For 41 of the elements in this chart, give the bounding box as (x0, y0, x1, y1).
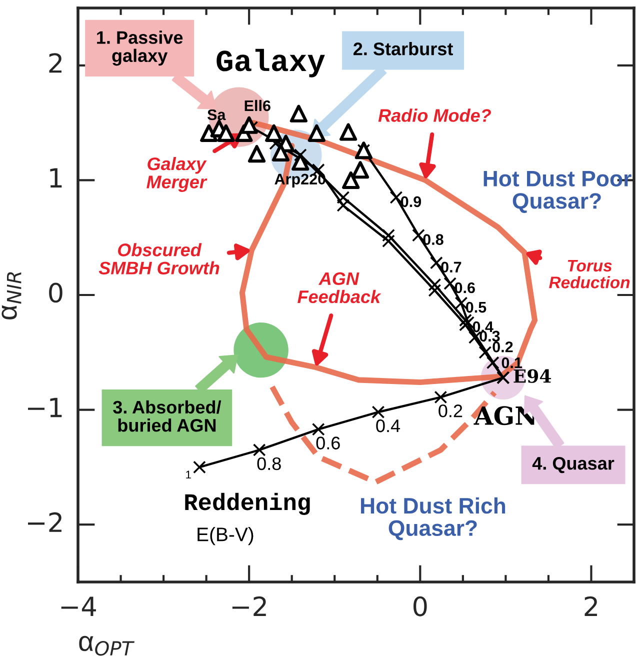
annotation: 1 (186, 470, 191, 478)
annotation: Ell6 (244, 100, 270, 112)
annotation: AGN Feedback (298, 272, 382, 304)
annotation: 0.8 (257, 457, 281, 470)
annotation: 1. Passive galaxy (97, 30, 183, 66)
annotation: 0.8 (423, 234, 444, 245)
annotation: Torus Reduction (549, 260, 630, 288)
annotation: 2. Starburst (354, 42, 453, 56)
x-tick-label: −2 (232, 596, 266, 616)
annotation: 0.4 (472, 321, 494, 332)
x-tick-label: 0 (414, 596, 427, 616)
annotation: 0.7 (441, 262, 462, 273)
y-tick-label: −1 (28, 398, 62, 418)
annotation: Galaxy (216, 48, 325, 78)
x-axis-title: α$_{OPT}$ (79, 636, 134, 656)
annotation: Hot Dust Poor Quasar? (484, 170, 632, 213)
annotation: 4. Quasar (532, 456, 614, 474)
annotation: Galaxy Merger (146, 156, 208, 192)
annotation: 0.5 (466, 302, 486, 313)
y-tick-label: 1 (50, 168, 62, 188)
annotation: E(B-V) (198, 527, 254, 546)
annotation: 0.2 (438, 404, 462, 418)
x-tick-label: −4 (61, 596, 96, 616)
y-tick-label: 0 (49, 282, 62, 303)
annotation: 0.3 (480, 330, 500, 342)
annotation: Obscured SMBH Growth (98, 243, 220, 274)
annotation: Sa (207, 109, 226, 120)
y-tick-label: 2 (49, 53, 62, 73)
annotation: Radio Mode? (378, 108, 491, 122)
annotation: 0.6 (316, 436, 340, 450)
annotation: 3. Absorbed/ buried AGN (113, 400, 222, 432)
annotation: Reddening (185, 492, 310, 515)
annotation: 0.6 (454, 282, 475, 294)
y-tick-label: −2 (28, 512, 62, 532)
annotation: 0.9 (400, 196, 422, 208)
annotation: 0.2 (492, 342, 513, 352)
annotation: E94 (514, 369, 551, 383)
annotation: 0.4 (376, 419, 400, 432)
annotation: Hot Dust Rich Quasar? (361, 497, 506, 540)
y-axis-title: α$_{NIR}$ (2, 272, 22, 320)
x-tick-label: 2 (584, 596, 597, 616)
